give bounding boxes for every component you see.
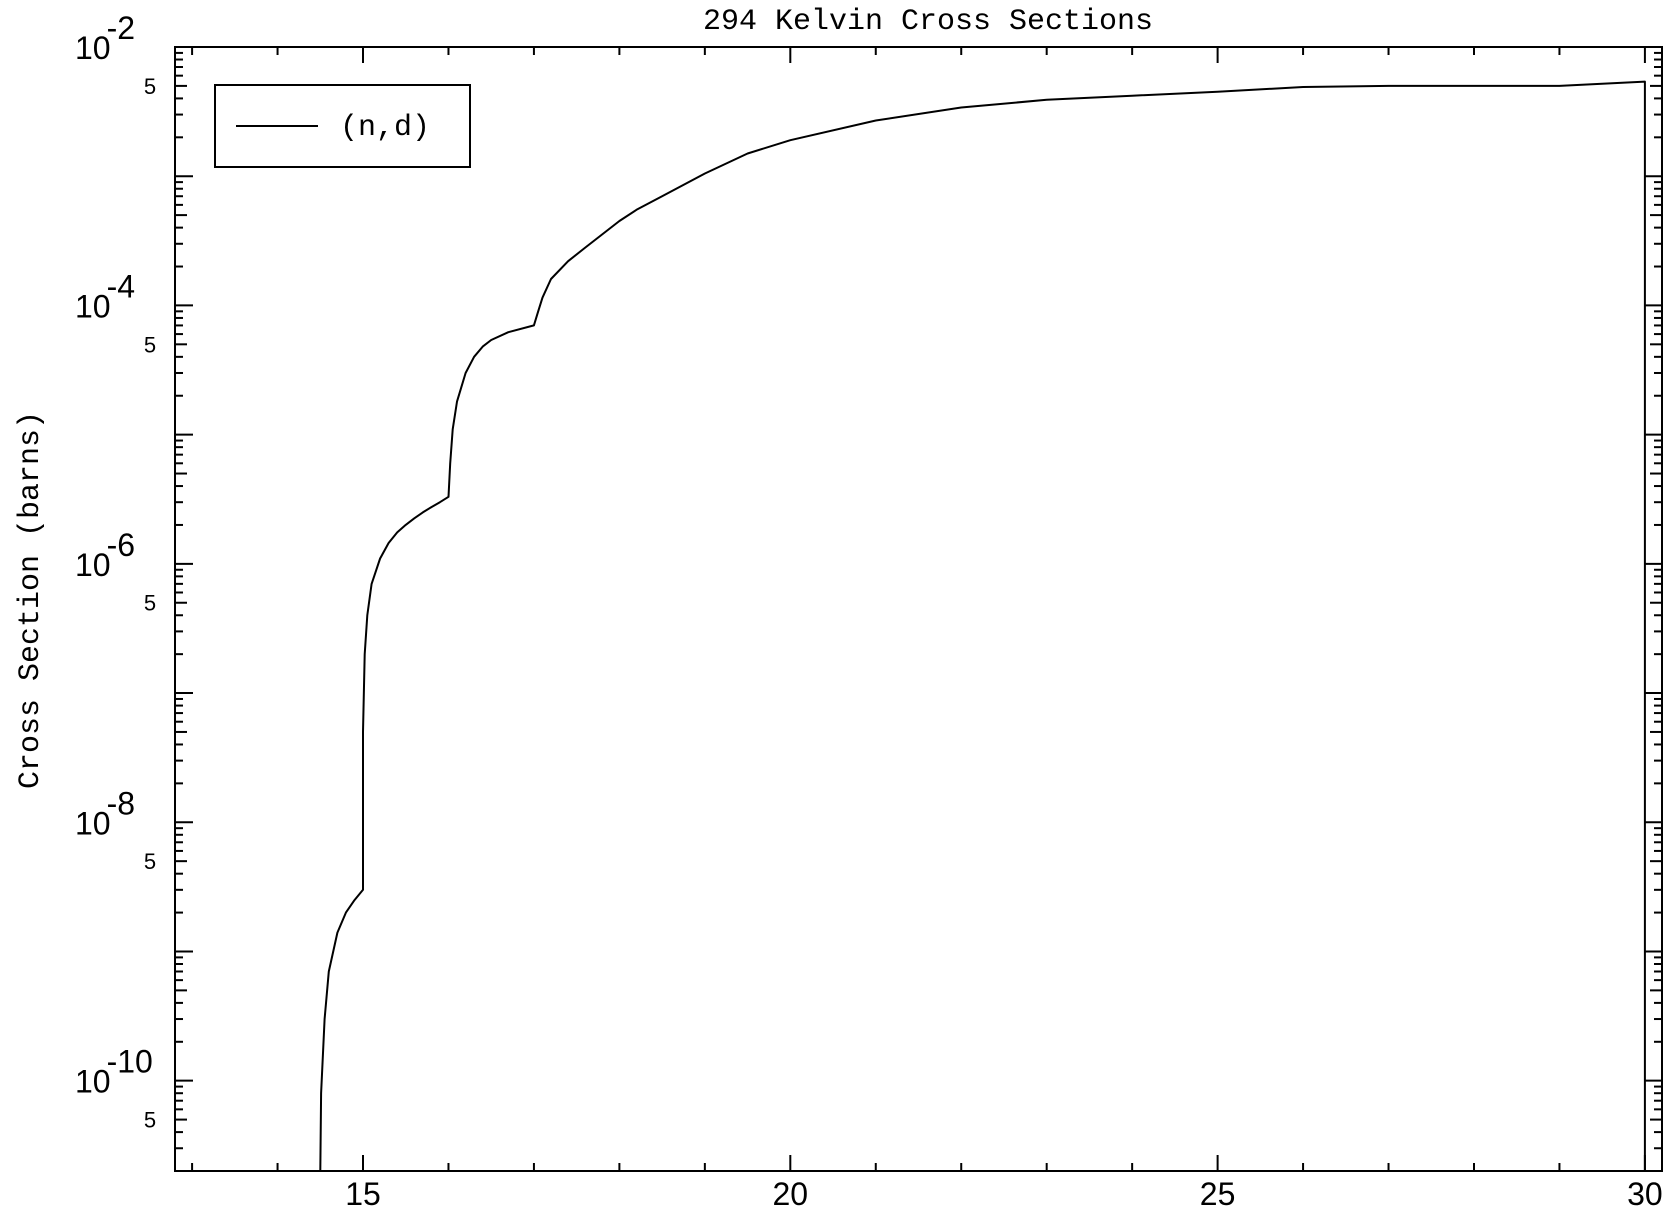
x-tick-label: 20 <box>773 1176 809 1209</box>
plot-frame <box>174 46 1663 1172</box>
y-minor-tick-label: 5 <box>144 1108 156 1133</box>
y-tick-label: 10-2 <box>75 10 135 66</box>
y-minor-tick-label: 5 <box>144 74 156 99</box>
y-minor-tick-label: 5 <box>144 591 156 616</box>
x-tick-label: 15 <box>345 1176 381 1209</box>
x-tick-label: 25 <box>1200 1176 1236 1209</box>
legend-label-n-d: (n,d) <box>340 111 430 145</box>
y-axis-label: Cross Section (barns) <box>14 411 48 789</box>
axis-ticks <box>175 46 1662 1172</box>
series-line-n-d <box>319 80 1646 1172</box>
x-tick-label: 30 <box>1627 1176 1663 1209</box>
y-tick-label: 10-10 <box>75 1044 153 1100</box>
legend: (n,d) <box>214 84 471 168</box>
y-tick-label: 10-4 <box>75 268 135 324</box>
chart-title: 294 Kelvin Cross Sections <box>703 5 1153 39</box>
y-minor-tick-label: 5 <box>144 849 156 874</box>
y-tick-label: 10-8 <box>75 785 135 841</box>
y-minor-tick-label: 5 <box>144 332 156 357</box>
series-group <box>319 80 1646 1172</box>
x-tick-labels: 15 20 25 30 <box>345 1176 1662 1209</box>
y-tick-label: 10-6 <box>75 527 135 583</box>
y-tick-labels: 10-2 10-4 10-6 10-8 10-10 5 5 5 5 5 <box>75 10 156 1133</box>
